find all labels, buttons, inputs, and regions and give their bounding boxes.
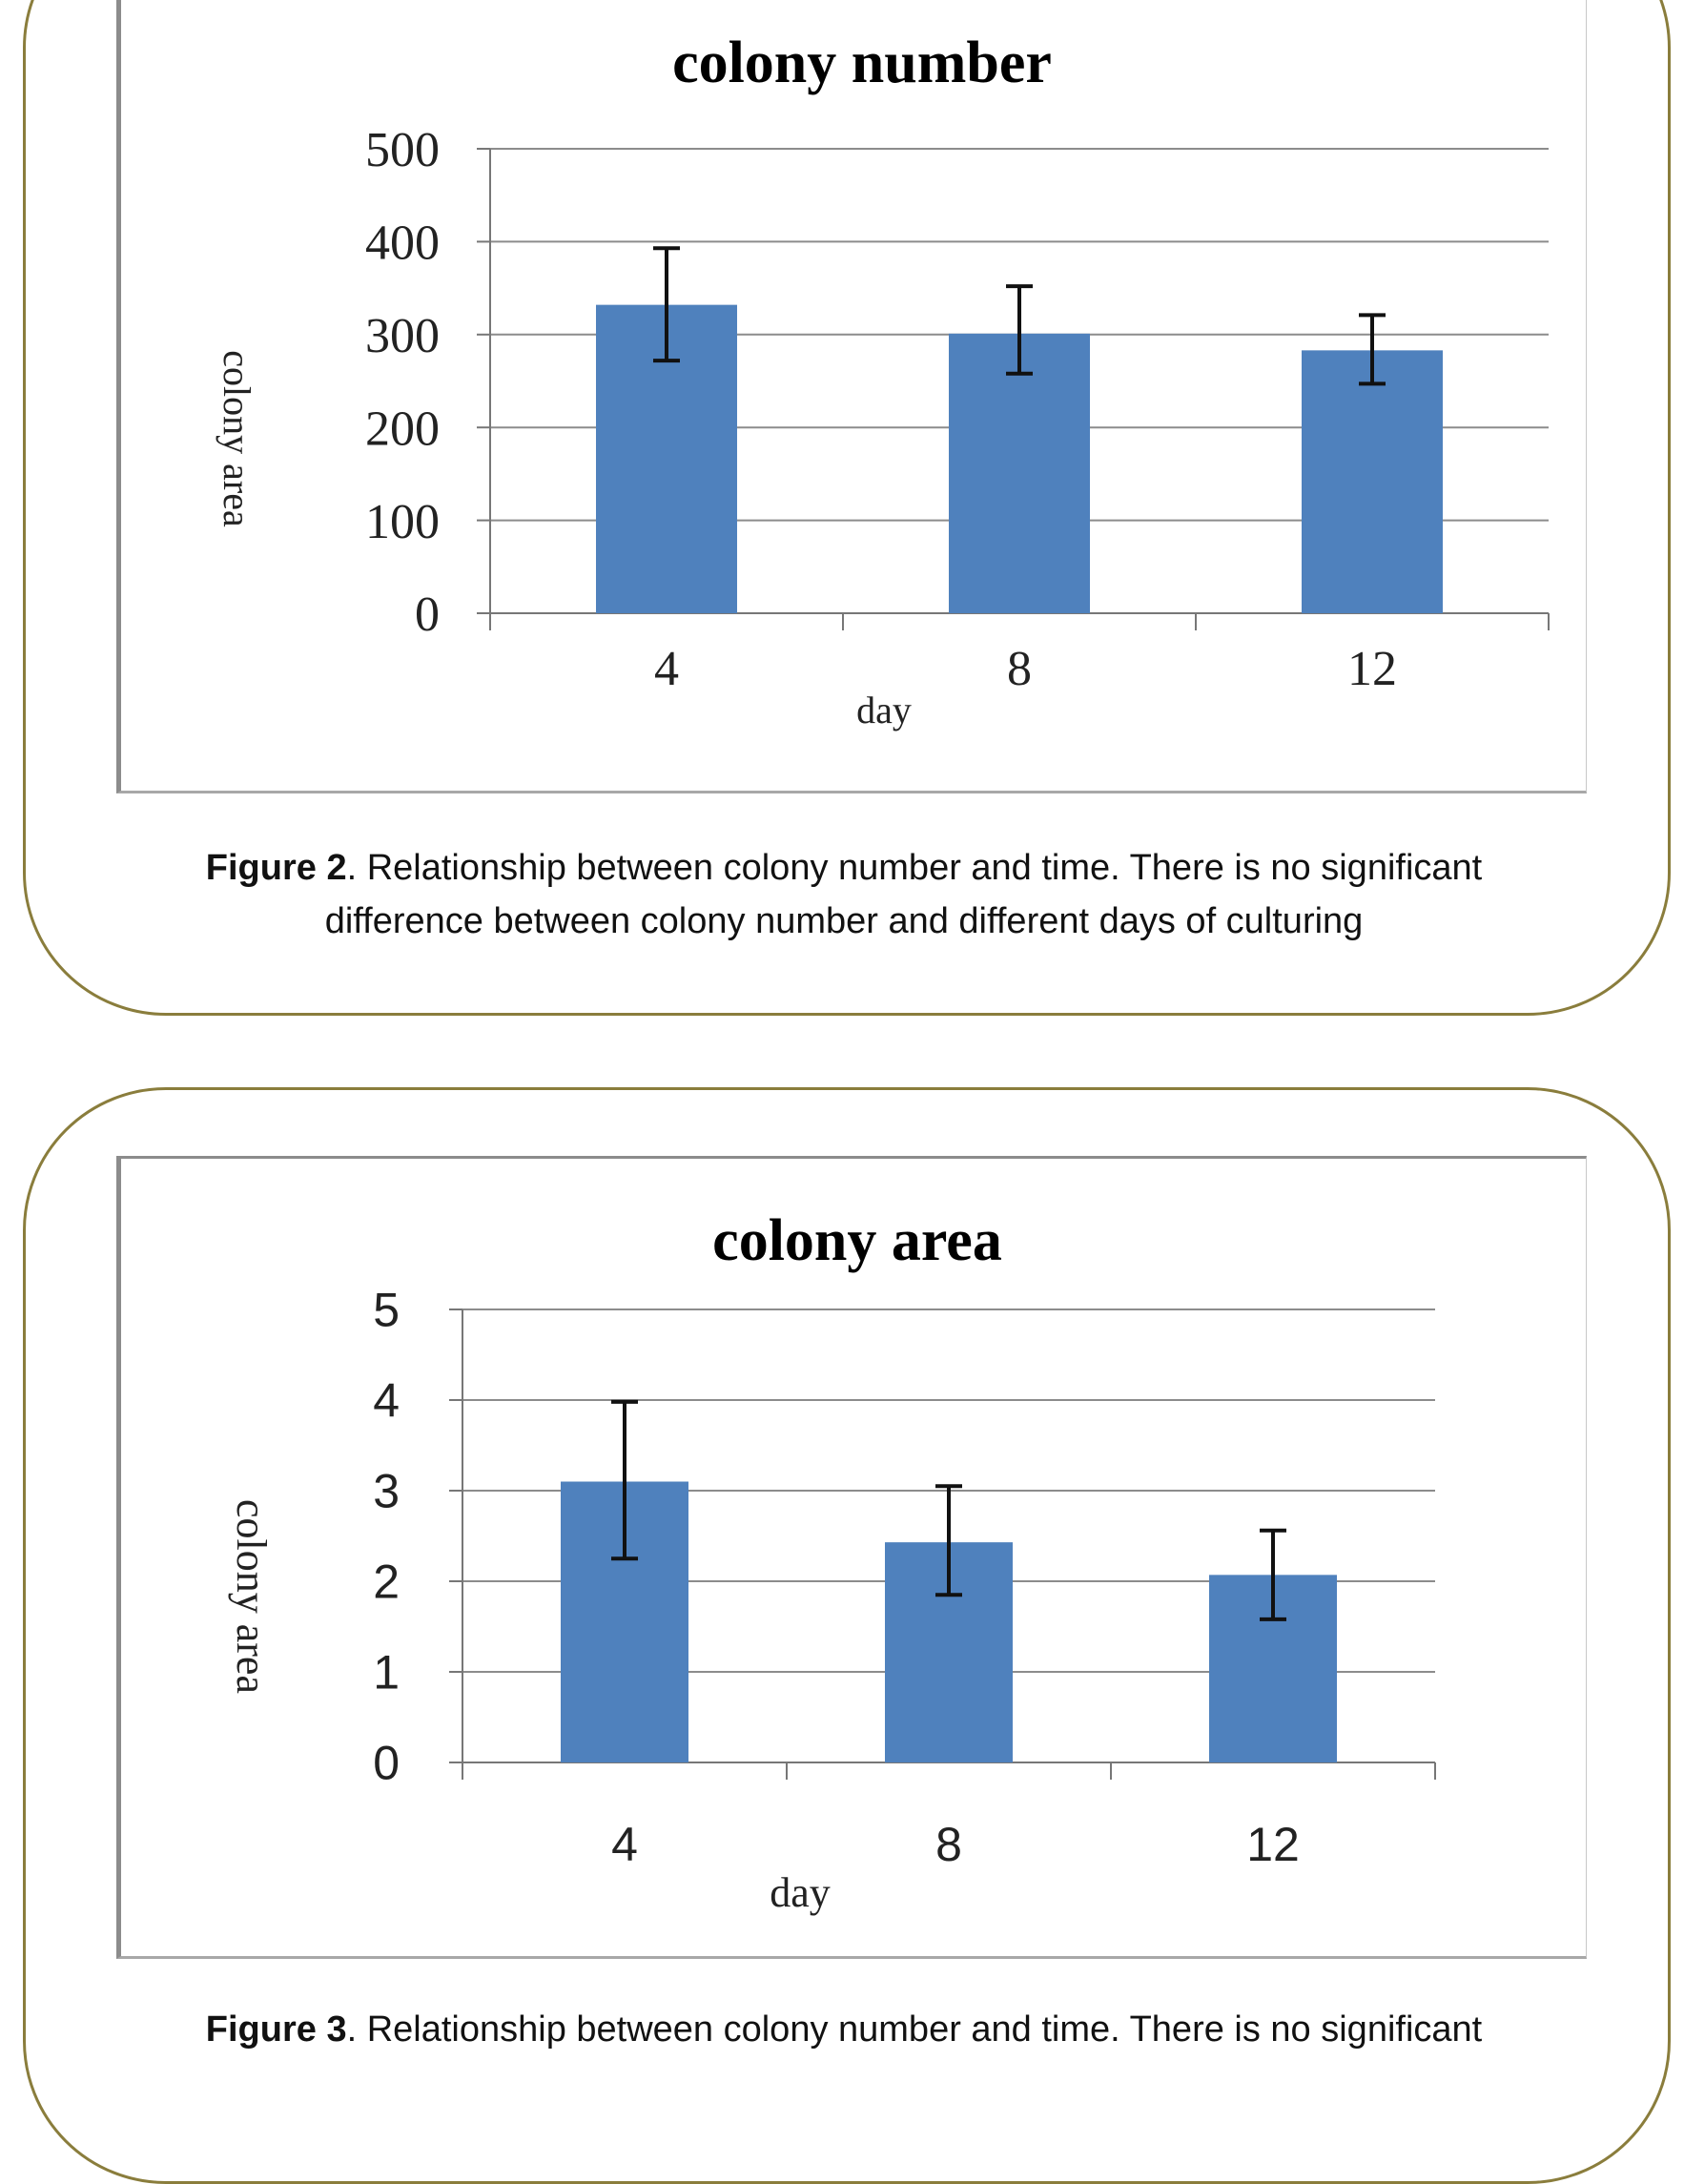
colony-number-x-tick-label: 12 — [1347, 642, 1397, 696]
colony-number-x-axis-label: day — [856, 689, 912, 731]
colony-area-chart: colony area 0 1 2 3 4 5 4 8 12 day colony area — [116, 1156, 1587, 1959]
colony-number-chart: colony number 0 100 200 300 400 500 4 8 12 day colo… — [116, 0, 1587, 793]
colony-number-y-tick-label: 0 — [415, 587, 440, 642]
colony-area-y-axis-label: colony area — [228, 1499, 275, 1694]
colony-number-bar — [949, 333, 1090, 613]
colony-area-y-tick-label: 3 — [373, 1465, 400, 1518]
colony-number-y-tick-label: 300 — [365, 309, 440, 363]
figure-3-caption-text: . Relationship between colony number and… — [346, 2009, 1483, 2050]
colony-area-x-tick-label: 12 — [1246, 1818, 1300, 1871]
figure-2-label: Figure 2 — [205, 848, 347, 888]
figure-3-label: Figure 3 — [205, 2009, 347, 2050]
colony-number-y-axis-label: colony area — [216, 350, 258, 527]
colony-area-y-tick-label: 1 — [373, 1646, 400, 1700]
colony-number-chart-svg: colony number 0 100 200 300 400 500 4 8 12 day colo… — [216, 31, 1550, 731]
colony-area-x-axis-label: day — [770, 1869, 831, 1916]
colony-number-x-tick-label: 8 — [1007, 642, 1032, 696]
colony-area-x-tick-label: 4 — [611, 1818, 638, 1871]
colony-number-y-tick-label: 200 — [365, 402, 440, 456]
colony-area-x-tick-label: 8 — [935, 1818, 962, 1871]
colony-area-y-tick-label: 5 — [373, 1284, 400, 1337]
colony-number-x-tick-label: 4 — [654, 642, 679, 696]
colony-number-y-tick-label: 100 — [365, 495, 440, 549]
colony-number-y-tick-label: 400 — [365, 216, 440, 271]
colony-number-y-tick-label: 500 — [365, 123, 440, 177]
figure-2-caption: Figure 2. Relationship between colony nu… — [133, 841, 1554, 948]
colony-area-chart-title: colony area — [712, 1208, 1002, 1273]
colony-number-chart-title: colony number — [672, 31, 1052, 95]
colony-area-y-tick-label: 4 — [373, 1374, 400, 1428]
colony-area-y-tick-label: 2 — [373, 1556, 400, 1609]
colony-area-y-tick-label: 0 — [373, 1737, 400, 1790]
figure-3-caption: Figure 3. Relationship between colony nu… — [133, 2003, 1554, 2056]
figure-2-caption-text: . Relationship between colony number and… — [324, 848, 1483, 941]
colony-number-bar — [1302, 350, 1443, 613]
